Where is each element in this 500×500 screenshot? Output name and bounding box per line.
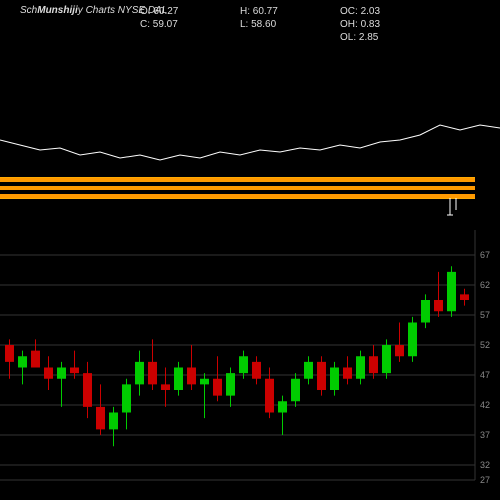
svg-text:42: 42 — [480, 400, 490, 410]
svg-text:37: 37 — [480, 430, 490, 440]
svg-text:62: 62 — [480, 280, 490, 290]
svg-text:32: 32 — [480, 460, 490, 470]
chart-svg: 67 62 57 52 47 42 37 32 27 — [0, 0, 500, 500]
svg-text:52: 52 — [480, 340, 490, 350]
svg-text:47: 47 — [480, 370, 490, 380]
svg-text:57: 57 — [480, 310, 490, 320]
svg-text:67: 67 — [480, 250, 490, 260]
svg-text:27: 27 — [480, 475, 490, 485]
chart-container: SchMunshijiy Charts NYSE DAL O: 60.27 H:… — [0, 0, 500, 500]
